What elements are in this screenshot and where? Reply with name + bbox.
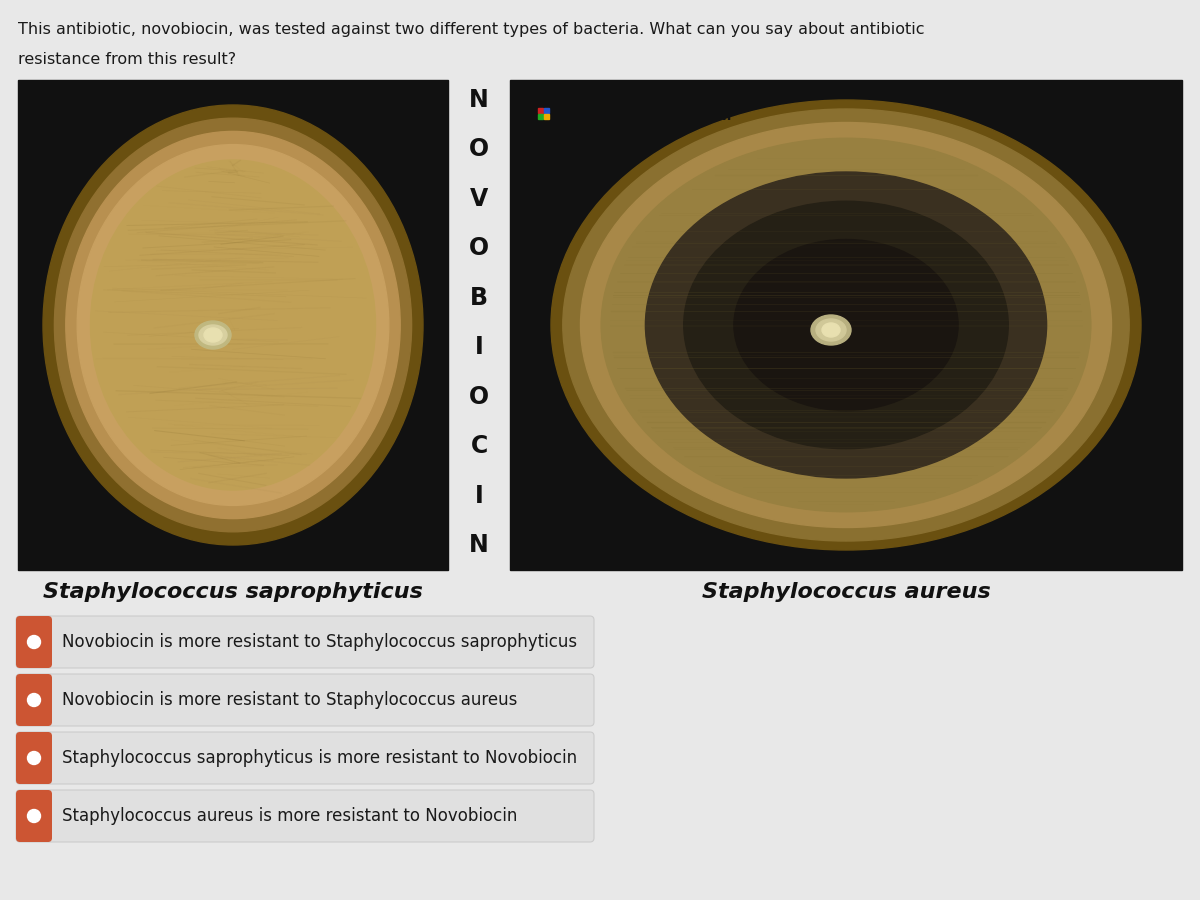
Ellipse shape	[199, 325, 227, 345]
Bar	[34, 678, 50, 722]
Text: N: N	[469, 88, 488, 112]
Circle shape	[28, 694, 41, 706]
Ellipse shape	[581, 122, 1111, 527]
Ellipse shape	[77, 145, 389, 506]
Circle shape	[28, 635, 41, 649]
Text: Staphylococcus aureus is more resistant to Novobiocin: Staphylococcus aureus is more resistant …	[62, 807, 517, 825]
Circle shape	[24, 748, 44, 768]
Ellipse shape	[90, 160, 376, 490]
Text: N: N	[469, 533, 488, 557]
Ellipse shape	[601, 139, 1091, 512]
Bar	[34, 620, 50, 664]
Text: resistance from this result?: resistance from this result?	[18, 52, 236, 67]
Text: B: B	[470, 286, 488, 310]
Text: O: O	[469, 237, 490, 260]
Ellipse shape	[194, 321, 230, 349]
Ellipse shape	[684, 202, 1008, 449]
Text: Staphylococcus saprophyticus is more resistant to Novobiocin: Staphylococcus saprophyticus is more res…	[62, 749, 577, 767]
Circle shape	[24, 632, 44, 652]
Ellipse shape	[204, 328, 222, 342]
Text: This antibiotic, novobiocin, was tested against two different types of bacteria.: This antibiotic, novobiocin, was tested …	[18, 22, 924, 37]
Ellipse shape	[563, 109, 1129, 541]
Ellipse shape	[646, 172, 1046, 478]
FancyBboxPatch shape	[16, 732, 594, 784]
Ellipse shape	[816, 319, 846, 341]
Ellipse shape	[822, 323, 840, 337]
Text: Staphylococcus saprophyticus: Staphylococcus saprophyticus	[43, 582, 422, 602]
FancyBboxPatch shape	[16, 674, 52, 726]
FancyBboxPatch shape	[16, 732, 52, 784]
Ellipse shape	[66, 131, 401, 518]
Bar	[34, 736, 50, 780]
Circle shape	[24, 690, 44, 710]
Circle shape	[24, 806, 44, 826]
Text: I: I	[475, 483, 484, 508]
Bar	[510, 80, 1182, 570]
Ellipse shape	[43, 105, 424, 545]
FancyBboxPatch shape	[16, 790, 594, 842]
Text: Novobiocin is more resistant to Staphylococcus saprophyticus: Novobiocin is more resistant to Staphylo…	[62, 633, 577, 651]
Bar	[544, 114, 550, 119]
Ellipse shape	[734, 239, 958, 410]
Text: C: C	[470, 434, 487, 458]
Bar	[538, 108, 542, 113]
FancyBboxPatch shape	[16, 790, 52, 842]
Circle shape	[28, 752, 41, 764]
Bar	[544, 108, 550, 113]
Text: V: V	[470, 187, 488, 211]
FancyBboxPatch shape	[16, 616, 594, 668]
Text: Microbiology Info.com: Microbiology Info.com	[558, 109, 731, 123]
FancyBboxPatch shape	[16, 616, 52, 668]
Bar	[538, 114, 542, 119]
Text: O: O	[469, 384, 490, 409]
Bar	[34, 794, 50, 838]
Bar	[18, 80, 448, 570]
Ellipse shape	[551, 100, 1141, 550]
Text: O: O	[469, 138, 490, 161]
Ellipse shape	[811, 315, 851, 345]
Ellipse shape	[54, 118, 412, 532]
Text: I: I	[475, 335, 484, 359]
Text: Staphylococcus aureus: Staphylococcus aureus	[702, 582, 990, 602]
FancyBboxPatch shape	[16, 674, 594, 726]
Circle shape	[28, 809, 41, 823]
Text: Novobiocin is more resistant to Staphylococcus aureus: Novobiocin is more resistant to Staphylo…	[62, 691, 517, 709]
